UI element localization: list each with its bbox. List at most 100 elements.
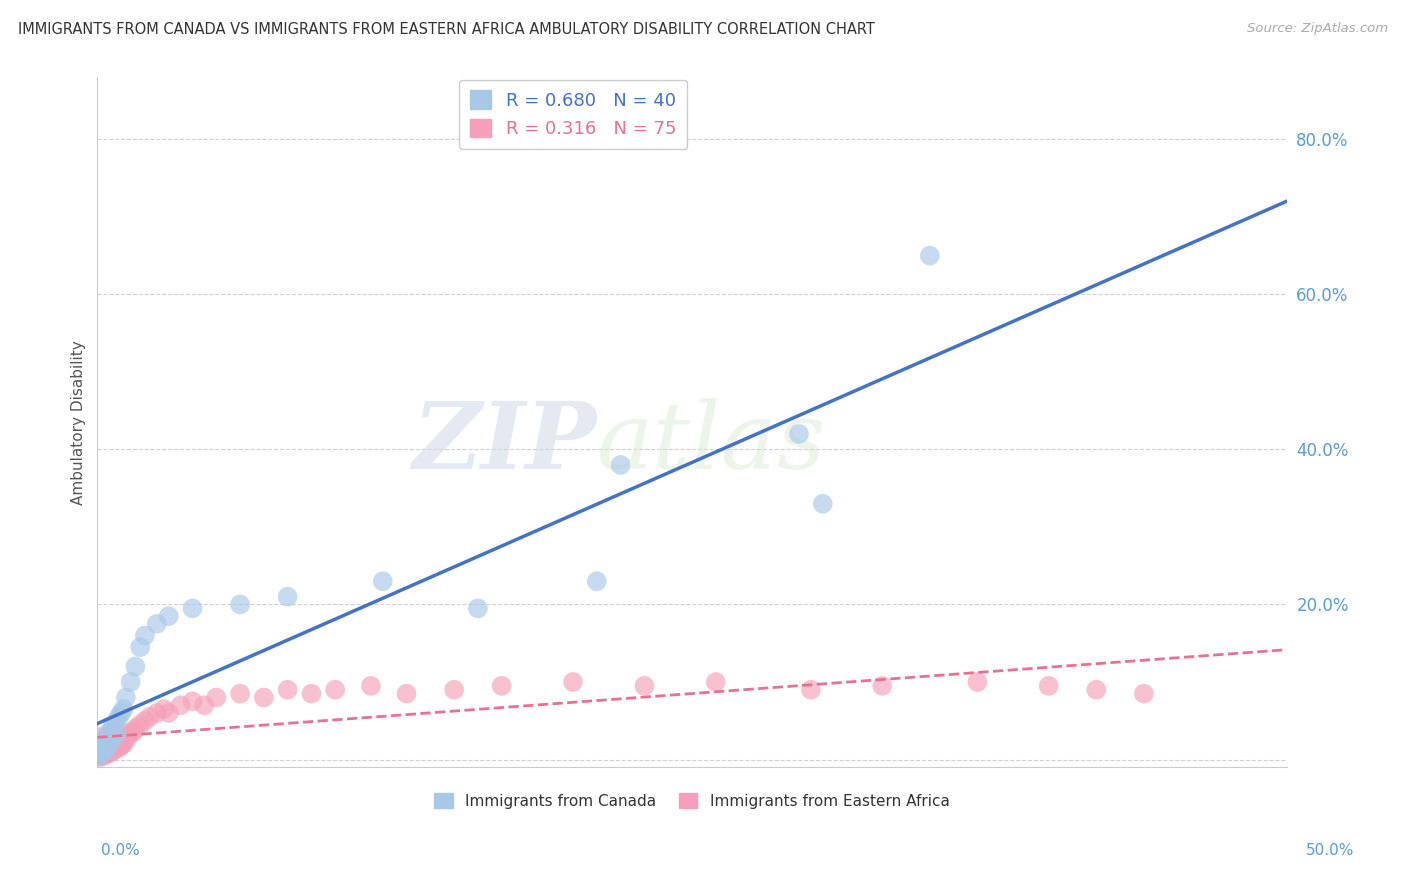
Point bbox=[89, 750, 111, 764]
Point bbox=[103, 717, 125, 731]
Point bbox=[96, 729, 118, 743]
Point bbox=[105, 740, 128, 755]
Point bbox=[609, 458, 631, 472]
Point bbox=[96, 747, 118, 761]
Point bbox=[205, 690, 228, 705]
Point bbox=[103, 743, 125, 757]
Point bbox=[870, 679, 893, 693]
Point bbox=[91, 747, 114, 761]
Point bbox=[98, 725, 121, 739]
Point bbox=[98, 731, 121, 745]
Point bbox=[134, 628, 156, 642]
Legend: Immigrants from Canada, Immigrants from Eastern Africa: Immigrants from Canada, Immigrants from … bbox=[429, 787, 956, 814]
Text: IMMIGRANTS FROM CANADA VS IMMIGRANTS FROM EASTERN AFRICA AMBULATORY DISABILITY C: IMMIGRANTS FROM CANADA VS IMMIGRANTS FRO… bbox=[18, 22, 875, 37]
Point bbox=[93, 740, 115, 755]
Point bbox=[96, 739, 118, 753]
Point bbox=[299, 687, 322, 701]
Point bbox=[91, 745, 114, 759]
Point bbox=[105, 725, 128, 739]
Point bbox=[93, 745, 115, 759]
Point bbox=[787, 427, 810, 442]
Point bbox=[89, 737, 111, 751]
Point bbox=[91, 737, 114, 751]
Point bbox=[96, 743, 118, 757]
Point bbox=[134, 714, 156, 728]
Point bbox=[146, 616, 169, 631]
Point bbox=[93, 739, 115, 753]
Point bbox=[93, 748, 115, 763]
Point bbox=[100, 733, 122, 747]
Point bbox=[100, 740, 122, 755]
Point bbox=[89, 733, 111, 747]
Point bbox=[112, 702, 135, 716]
Point bbox=[98, 743, 121, 757]
Point bbox=[100, 735, 122, 749]
Point bbox=[117, 729, 139, 743]
Point bbox=[91, 747, 114, 761]
Point bbox=[124, 659, 146, 673]
Point bbox=[89, 745, 111, 759]
Point bbox=[229, 687, 252, 701]
Point bbox=[91, 740, 114, 755]
Point bbox=[811, 497, 834, 511]
Text: Source: ZipAtlas.com: Source: ZipAtlas.com bbox=[1247, 22, 1388, 36]
Point bbox=[115, 690, 138, 705]
Point bbox=[93, 733, 115, 747]
Point bbox=[491, 679, 513, 693]
Point bbox=[112, 737, 135, 751]
Point bbox=[138, 710, 160, 724]
Text: 50.0%: 50.0% bbox=[1306, 843, 1354, 858]
Point bbox=[110, 729, 132, 743]
Point bbox=[103, 737, 125, 751]
Point bbox=[93, 743, 115, 757]
Point bbox=[371, 574, 394, 589]
Text: ZIP: ZIP bbox=[412, 398, 596, 488]
Point bbox=[91, 737, 114, 751]
Point bbox=[253, 690, 276, 705]
Point bbox=[633, 679, 655, 693]
Point bbox=[115, 733, 138, 747]
Point bbox=[443, 682, 465, 697]
Point bbox=[96, 739, 118, 753]
Point bbox=[157, 609, 180, 624]
Point bbox=[360, 679, 382, 693]
Point bbox=[277, 682, 299, 697]
Point bbox=[112, 731, 135, 745]
Point bbox=[107, 740, 129, 755]
Point bbox=[93, 733, 115, 747]
Point bbox=[89, 748, 111, 763]
Point bbox=[110, 739, 132, 753]
Point bbox=[395, 687, 418, 701]
Point bbox=[193, 698, 215, 713]
Point bbox=[89, 745, 111, 759]
Point bbox=[105, 714, 128, 728]
Point bbox=[169, 698, 191, 713]
Point bbox=[120, 675, 142, 690]
Point bbox=[181, 694, 204, 708]
Point bbox=[93, 745, 115, 759]
Point bbox=[98, 747, 121, 761]
Point bbox=[181, 601, 204, 615]
Point bbox=[229, 598, 252, 612]
Point bbox=[146, 706, 169, 720]
Text: 0.0%: 0.0% bbox=[101, 843, 141, 858]
Point bbox=[1085, 682, 1108, 697]
Point bbox=[107, 710, 129, 724]
Point bbox=[467, 601, 489, 615]
Point bbox=[153, 702, 176, 716]
Point bbox=[966, 675, 988, 690]
Point bbox=[98, 735, 121, 749]
Y-axis label: Ambulatory Disability: Ambulatory Disability bbox=[72, 340, 86, 505]
Point bbox=[918, 249, 941, 263]
Point bbox=[98, 737, 121, 751]
Point bbox=[277, 590, 299, 604]
Point bbox=[91, 748, 114, 763]
Point bbox=[107, 735, 129, 749]
Point bbox=[91, 729, 114, 743]
Point bbox=[122, 725, 145, 739]
Point bbox=[704, 675, 727, 690]
Point bbox=[98, 739, 121, 753]
Point bbox=[89, 740, 111, 755]
Point bbox=[110, 706, 132, 720]
Point bbox=[800, 682, 823, 697]
